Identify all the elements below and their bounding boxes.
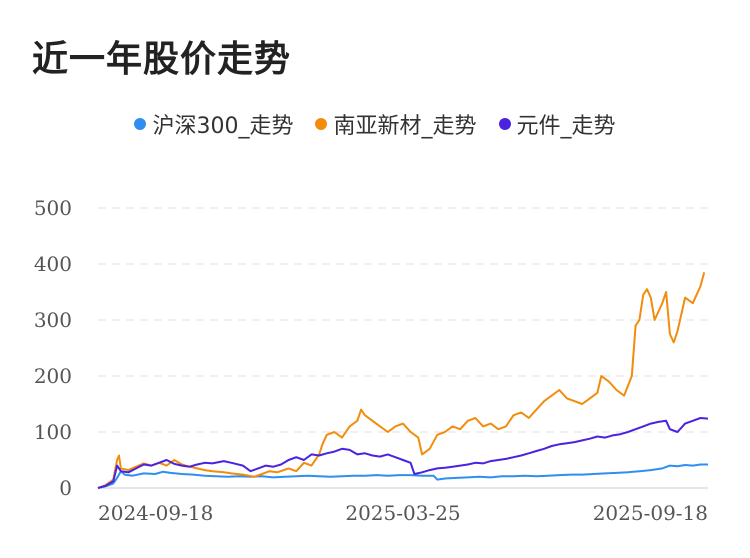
- legend: 沪深300_走势 南亚新材_走势 元件_走势: [0, 108, 750, 140]
- chart-title: 近一年股价走势: [32, 39, 292, 80]
- y-tick-label: 0: [59, 476, 72, 500]
- series-line-0[interactable]: [97, 463, 708, 489]
- legend-dot-nanya: [315, 118, 328, 130]
- y-tick-label: 500: [34, 196, 72, 220]
- series-line-1[interactable]: [97, 272, 706, 489]
- legend-item-nanya[interactable]: 南亚新材_走势: [315, 108, 477, 140]
- legend-label-hs300: 沪深300_走势: [152, 114, 294, 139]
- legend-label-yuanjian: 元件_走势: [516, 114, 616, 139]
- x-tick-label: 2024-09-18: [98, 501, 213, 525]
- legend-item-yuanjian[interactable]: 元件_走势: [498, 108, 616, 140]
- y-tick-label: 100: [34, 420, 72, 444]
- y-tick-label: 200: [34, 364, 72, 388]
- x-tick-label: 2025-03-25: [345, 501, 460, 525]
- y-tick-label: 400: [34, 252, 72, 276]
- x-tick-label: 2025-09-18: [593, 501, 708, 525]
- legend-item-hs300[interactable]: 沪深300_走势: [134, 108, 293, 140]
- series-line-2[interactable]: [97, 417, 709, 489]
- legend-label-nanya: 南亚新材_走势: [333, 114, 477, 139]
- y-tick-label: 300: [34, 308, 72, 332]
- legend-dot-hs300: [134, 118, 147, 130]
- legend-dot-yuanjian: [498, 118, 511, 130]
